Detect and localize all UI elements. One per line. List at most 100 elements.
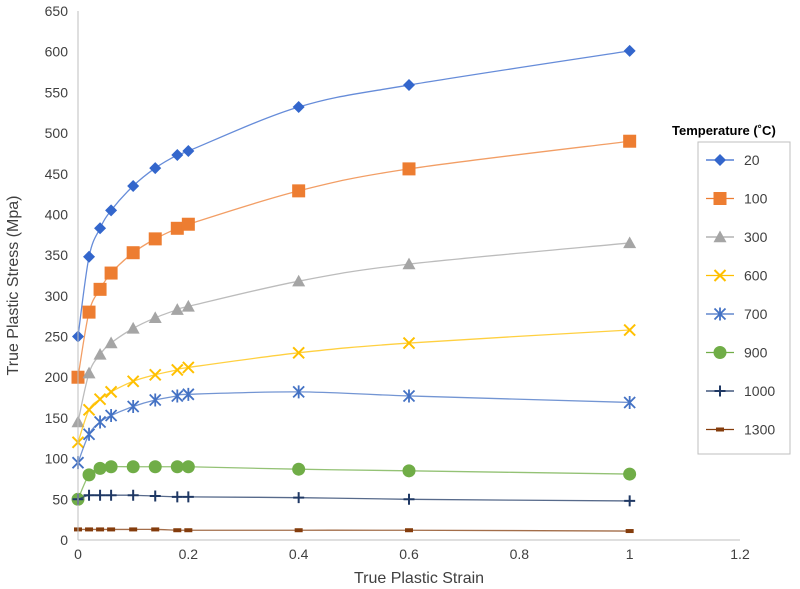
data-point [173, 528, 182, 533]
data-point [170, 303, 184, 315]
data-point [82, 403, 96, 416]
data-point [623, 236, 637, 249]
x-tick-label: 0.2 [179, 546, 199, 562]
data-point [171, 363, 184, 377]
axes [77, 11, 740, 541]
x-tick-label: 1 [626, 546, 634, 562]
data-point [292, 274, 306, 287]
data-point [104, 385, 118, 399]
data-point [171, 491, 183, 503]
legend-item: 1300 [706, 422, 775, 438]
y-tick-label: 350 [45, 247, 69, 263]
legend-item: 100 [706, 191, 768, 207]
y-tick-label: 150 [45, 410, 69, 426]
y-tick-label: 450 [45, 166, 69, 182]
series-line [77, 329, 630, 443]
legend-label: 1300 [744, 422, 775, 438]
data-point [171, 149, 184, 162]
data-point [292, 462, 306, 476]
data-point [94, 222, 107, 235]
data-point [151, 527, 160, 532]
legend-item: 600 [706, 268, 768, 284]
series-700 [71, 385, 636, 470]
x-axis-title: True Plastic Strain [354, 570, 484, 587]
data-point [181, 460, 195, 474]
data-point [405, 528, 413, 533]
data-point [96, 527, 105, 532]
data-point [104, 460, 118, 474]
legend-item: 700 [706, 306, 768, 322]
data-point [623, 44, 636, 57]
plot-area [71, 44, 637, 534]
data-point [294, 528, 303, 533]
y-tick-label: 0 [60, 532, 68, 548]
data-point [105, 489, 117, 501]
data-point [171, 389, 184, 403]
series-line [77, 494, 630, 502]
y-tick-label: 600 [45, 44, 69, 60]
series-line [77, 140, 630, 378]
series-300 [71, 236, 637, 428]
data-point [714, 154, 726, 166]
data-point [170, 221, 184, 235]
data-point [93, 282, 107, 296]
data-point [126, 321, 140, 334]
legend-label: 300 [744, 229, 768, 245]
data-point [713, 269, 727, 282]
y-tick-label: 200 [45, 369, 69, 385]
data-point [107, 527, 116, 532]
data-point [170, 460, 184, 474]
data-point [82, 468, 96, 482]
legend-item: 1000 [706, 383, 775, 399]
data-point [292, 385, 305, 399]
data-point [85, 527, 94, 532]
data-point [94, 489, 106, 501]
data-point [148, 460, 162, 474]
data-point [105, 204, 118, 217]
data-point [292, 184, 306, 198]
data-point [713, 346, 727, 359]
data-point [402, 336, 416, 350]
legend-label: 1000 [744, 383, 775, 399]
data-point [182, 144, 195, 157]
data-point [402, 257, 416, 270]
data-point [82, 305, 96, 319]
x-tick-label: 0.8 [510, 546, 530, 562]
data-point [126, 375, 140, 388]
legend: 20 100 300 600 700 900 1000 1300 [697, 141, 791, 455]
data-point [403, 493, 415, 505]
data-point [623, 467, 637, 481]
y-tick-label: 500 [45, 125, 69, 141]
data-point [182, 387, 195, 401]
data-point [623, 323, 636, 337]
data-point [126, 460, 140, 474]
data-point [623, 395, 636, 409]
series-20 [72, 44, 636, 343]
data-point [623, 134, 637, 148]
data-point [148, 311, 162, 324]
data-point [149, 490, 161, 502]
data-point [403, 79, 415, 92]
data-point [149, 162, 162, 175]
data-point [184, 528, 193, 533]
data-point [182, 361, 195, 374]
legend-label: 100 [744, 191, 768, 207]
legend-label: 600 [744, 268, 768, 284]
legend-box [697, 141, 791, 455]
y-tick-label: 300 [45, 288, 69, 304]
y-tick-labels: 0 50 100 150 200 250 300 350 400 450 500 550 600 650 [45, 3, 69, 548]
y-tick-label: 650 [45, 3, 69, 19]
series-1000 [72, 489, 636, 507]
series-1300 [74, 527, 634, 534]
data-point [292, 346, 305, 360]
data-point [104, 336, 118, 349]
data-point [93, 347, 107, 360]
data-point [149, 368, 162, 381]
legend-item: 20 [706, 152, 760, 168]
data-point [716, 427, 724, 432]
data-point [402, 162, 416, 176]
data-point [127, 400, 140, 414]
data-point [402, 389, 416, 403]
x-tick-label: 1.2 [730, 546, 750, 562]
